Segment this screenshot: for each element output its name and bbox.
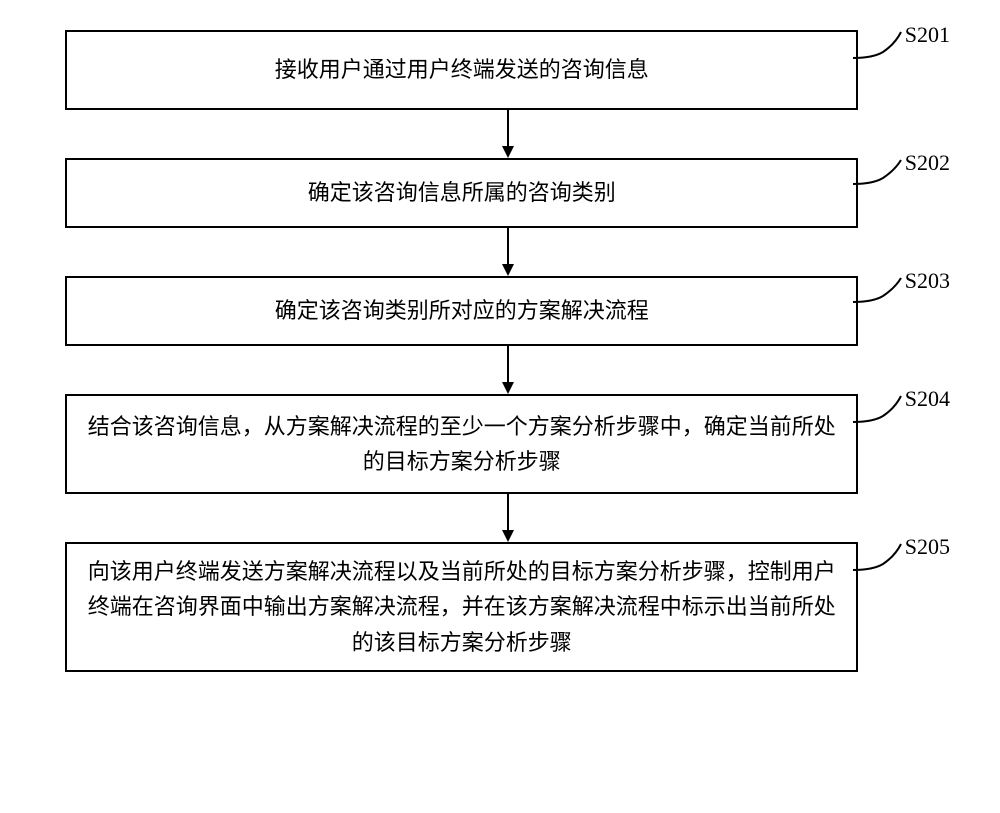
step-row: 结合该咨询信息，从方案解决流程的至少一个方案分析步骤中，确定当前所处的目标方案分… — [50, 394, 950, 494]
step-box-s204: 结合该咨询信息，从方案解决流程的至少一个方案分析步骤中，确定当前所处的目标方案分… — [65, 394, 858, 494]
step-box-s205: 向该用户终端发送方案解决流程以及当前所处的目标方案分析步骤，控制用户终端在咨询界… — [65, 542, 858, 672]
step-label-s202: S202 — [905, 150, 950, 176]
arrow-icon — [498, 228, 518, 276]
step-row: 向该用户终端发送方案解决流程以及当前所处的目标方案分析步骤，控制用户终端在咨询界… — [50, 542, 950, 672]
arrow-icon — [498, 110, 518, 158]
flowchart-container: 接收用户通过用户终端发送的咨询信息 S201 确定该咨询信息所属的咨询类别 S2… — [50, 30, 950, 672]
step-text: 确定该咨询类别所对应的方案解决流程 — [275, 293, 649, 328]
arrow-icon — [498, 494, 518, 542]
arrow-down — [98, 494, 918, 542]
step-label-s201: S201 — [905, 22, 950, 48]
arrow-down — [98, 110, 918, 158]
arrow-down — [98, 228, 918, 276]
step-row: 确定该咨询类别所对应的方案解决流程 S203 — [50, 276, 950, 346]
step-box-s201: 接收用户通过用户终端发送的咨询信息 — [65, 30, 858, 110]
arrow-down — [98, 346, 918, 394]
step-text: 确定该咨询信息所属的咨询类别 — [308, 175, 616, 210]
step-label-s205: S205 — [905, 534, 950, 560]
step-box-s203: 确定该咨询类别所对应的方案解决流程 — [65, 276, 858, 346]
step-text: 向该用户终端发送方案解决流程以及当前所处的目标方案分析步骤，控制用户终端在咨询界… — [87, 554, 836, 660]
step-row: 接收用户通过用户终端发送的咨询信息 S201 — [50, 30, 950, 110]
step-text: 接收用户通过用户终端发送的咨询信息 — [275, 52, 649, 87]
step-label-s203: S203 — [905, 268, 950, 294]
step-label-s204: S204 — [905, 386, 950, 412]
arrow-icon — [498, 346, 518, 394]
step-box-s202: 确定该咨询信息所属的咨询类别 — [65, 158, 858, 228]
step-row: 确定该咨询信息所属的咨询类别 S202 — [50, 158, 950, 228]
step-text: 结合该咨询信息，从方案解决流程的至少一个方案分析步骤中，确定当前所处的目标方案分… — [87, 409, 836, 479]
